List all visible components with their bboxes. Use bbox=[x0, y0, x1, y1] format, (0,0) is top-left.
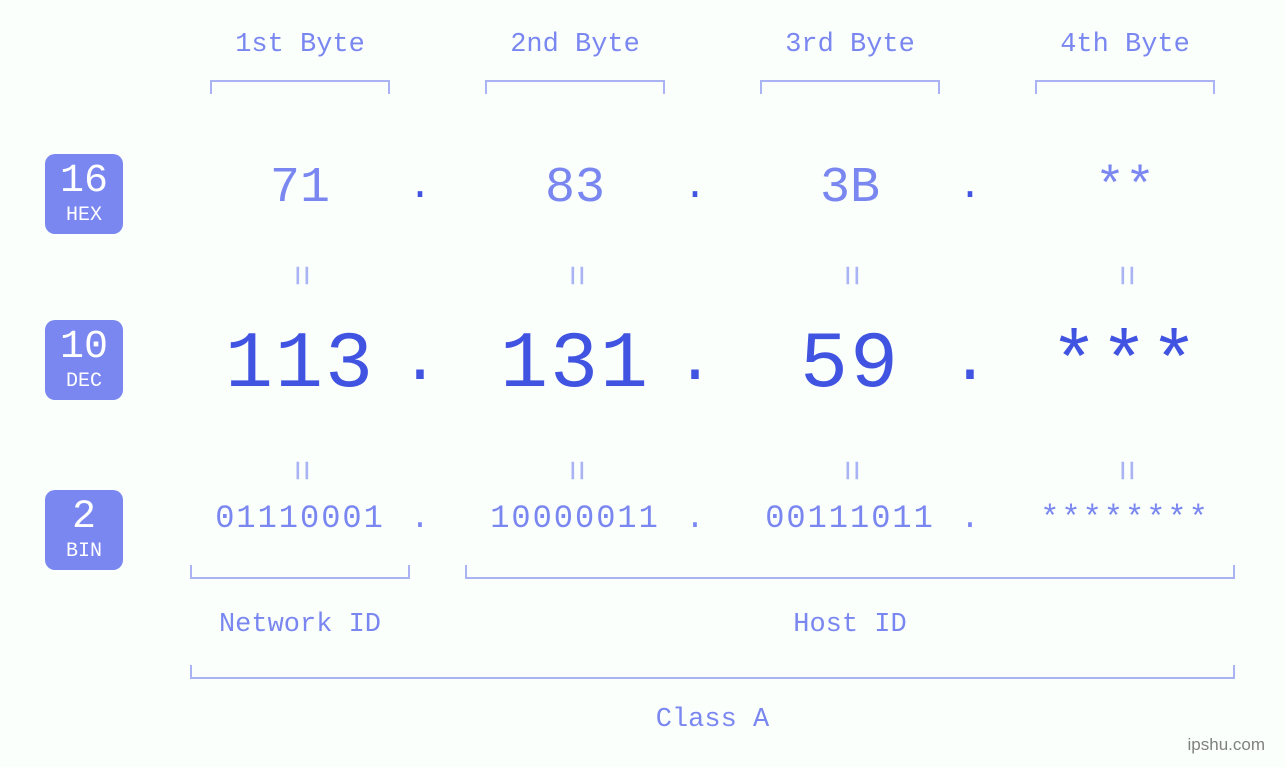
byte-label-1: 1st Byte bbox=[180, 30, 420, 60]
network-id-bracket bbox=[190, 565, 410, 579]
hex-byte-2: 83 bbox=[455, 160, 695, 217]
network-id-label: Network ID bbox=[180, 610, 420, 640]
host-id-label: Host ID bbox=[455, 610, 1245, 640]
bin-byte-3: 00111011 bbox=[730, 500, 970, 537]
hex-byte-3: 3B bbox=[730, 160, 970, 217]
badge-bin-num: 2 bbox=[45, 498, 123, 538]
bin-dot-3: . bbox=[955, 500, 985, 537]
class-label: Class A bbox=[180, 705, 1245, 735]
badge-bin-lbl: BIN bbox=[45, 540, 123, 564]
bin-dot-2: . bbox=[680, 500, 710, 537]
dec-byte-4: *** bbox=[1005, 320, 1245, 411]
byte-label-2: 2nd Byte bbox=[455, 30, 695, 60]
top-bracket-2 bbox=[485, 80, 665, 94]
badge-hex-lbl: HEX bbox=[45, 204, 123, 228]
hex-byte-4: ** bbox=[1005, 160, 1245, 217]
equals-hex-dec-2: = bbox=[555, 258, 596, 294]
hex-dot-3: . bbox=[955, 165, 985, 210]
hex-byte-1: 71 bbox=[180, 160, 420, 217]
host-id-bracket bbox=[465, 565, 1235, 579]
bin-byte-2: 10000011 bbox=[455, 500, 695, 537]
watermark: ipshu.com bbox=[1188, 735, 1265, 755]
badge-hex: 16 HEX bbox=[45, 154, 123, 234]
dec-byte-2: 131 bbox=[455, 320, 695, 411]
dec-byte-1: 113 bbox=[180, 320, 420, 411]
badge-dec-num: 10 bbox=[45, 328, 123, 368]
equals-dec-bin-4: = bbox=[1105, 453, 1146, 489]
equals-hex-dec-1: = bbox=[280, 258, 321, 294]
top-bracket-1 bbox=[210, 80, 390, 94]
equals-dec-bin-3: = bbox=[830, 453, 871, 489]
equals-hex-dec-4: = bbox=[1105, 258, 1146, 294]
badge-bin: 2 BIN bbox=[45, 490, 123, 570]
bin-byte-4: ******** bbox=[1005, 500, 1245, 537]
dec-byte-3: 59 bbox=[730, 320, 970, 411]
bin-byte-1: 01110001 bbox=[180, 500, 420, 537]
dec-dot-2: . bbox=[675, 325, 715, 399]
badge-dec: 10 DEC bbox=[45, 320, 123, 400]
hex-dot-2: . bbox=[680, 165, 710, 210]
equals-dec-bin-2: = bbox=[555, 453, 596, 489]
equals-hex-dec-3: = bbox=[830, 258, 871, 294]
badge-dec-lbl: DEC bbox=[45, 370, 123, 394]
top-bracket-4 bbox=[1035, 80, 1215, 94]
equals-dec-bin-1: = bbox=[280, 453, 321, 489]
dec-dot-1: . bbox=[400, 325, 440, 399]
dec-dot-3: . bbox=[950, 325, 990, 399]
top-bracket-3 bbox=[760, 80, 940, 94]
hex-dot-1: . bbox=[405, 165, 435, 210]
bin-dot-1: . bbox=[405, 500, 435, 537]
class-bracket bbox=[190, 665, 1235, 679]
byte-label-3: 3rd Byte bbox=[730, 30, 970, 60]
badge-hex-num: 16 bbox=[45, 162, 123, 202]
byte-label-4: 4th Byte bbox=[1005, 30, 1245, 60]
